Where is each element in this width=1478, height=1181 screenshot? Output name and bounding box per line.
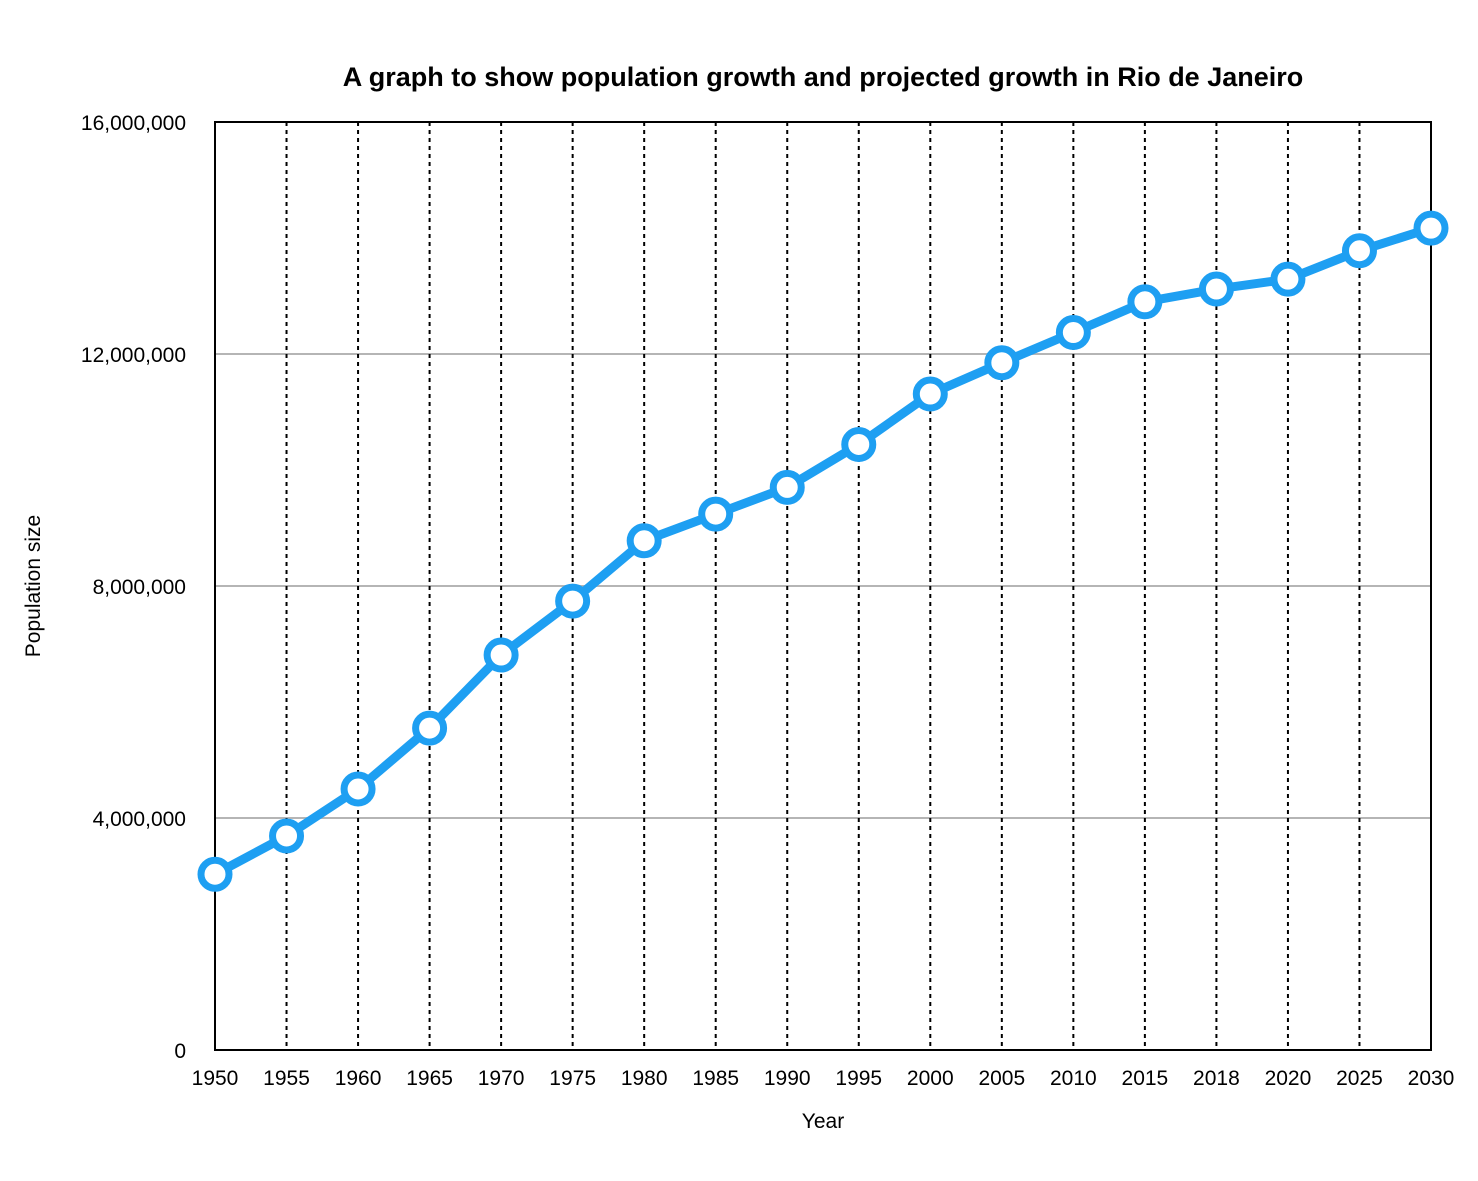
data-point (841, 426, 877, 462)
data-point (197, 856, 233, 892)
y-tick-labels: 0 4,000,000 8,000,000 12,000,000 16,000,000 (81, 112, 186, 1063)
series-line (210, 223, 1436, 879)
x-tick-label: 2025 (1336, 1067, 1383, 1090)
x-tick-label: 2005 (978, 1067, 1025, 1090)
y-axis-label: Population size (22, 515, 45, 657)
data-point (912, 376, 948, 412)
x-tick-label: 1955 (263, 1067, 310, 1090)
data-point (1270, 261, 1306, 297)
data-point (483, 637, 519, 673)
x-tick-label: 1950 (192, 1067, 239, 1090)
data-point (769, 469, 805, 505)
x-tick-label: 2010 (1050, 1067, 1097, 1090)
y-tick-label: 12,000,000 (81, 344, 186, 367)
data-point (1127, 284, 1163, 320)
x-tick-label: 1980 (621, 1067, 668, 1090)
x-tick-label: 1970 (478, 1067, 525, 1090)
y-tick-label: 4,000,000 (93, 808, 186, 831)
data-point (1198, 271, 1234, 307)
series-population (197, 210, 1449, 892)
data-point (698, 496, 734, 532)
data-point (555, 583, 591, 619)
plot-frame (214, 121, 1432, 1051)
data-point (1341, 233, 1377, 269)
x-tick-label: 2000 (907, 1067, 954, 1090)
x-tick-label: 2020 (1265, 1067, 1312, 1090)
x-tick-label: 1965 (406, 1067, 453, 1090)
y-tick-label: 0 (174, 1040, 186, 1063)
x-axis-label: Year (802, 1110, 844, 1133)
x-tick-label: 2030 (1408, 1067, 1455, 1090)
data-point (412, 710, 448, 746)
x-tick-label: 2015 (1122, 1067, 1169, 1090)
data-point (269, 818, 305, 854)
data-point (984, 345, 1020, 381)
data-point (1413, 210, 1449, 246)
y-tick-label: 8,000,000 (93, 576, 186, 599)
x-tick-label: 2018 (1193, 1067, 1240, 1090)
x-tick-label: 1995 (835, 1067, 882, 1090)
data-point (1055, 315, 1091, 351)
data-point (340, 771, 376, 807)
horizontal-gridlines (215, 353, 1431, 819)
x-tick-label: 1960 (335, 1067, 382, 1090)
data-point (626, 523, 662, 559)
x-tick-label: 1990 (764, 1067, 811, 1090)
y-tick-label: 16,000,000 (81, 112, 186, 135)
x-tick-label: 1985 (692, 1067, 739, 1090)
x-tick-labels: 1950 1955 1960 1965 1970 1975 1980 1985 1990 1995… (192, 1067, 1455, 1090)
chart-title: A graph to show population growth and pr… (343, 62, 1304, 92)
x-tick-label: 1975 (549, 1067, 596, 1090)
